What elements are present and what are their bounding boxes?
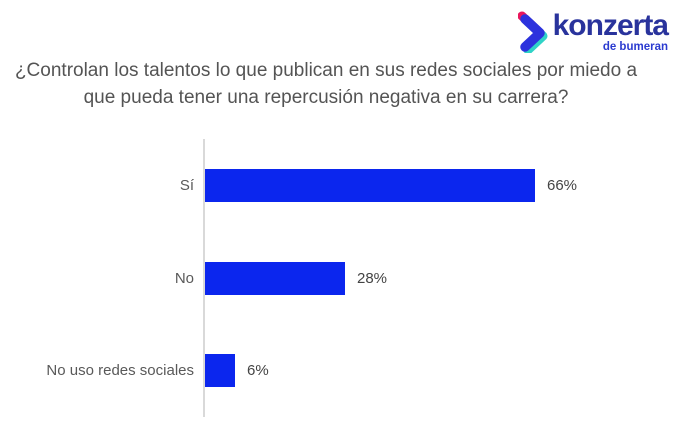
bar-chart: Sí 66% No 28% No uso redes sociales 6% bbox=[0, 139, 677, 418]
logo: konzerta de bumeran bbox=[517, 9, 669, 54]
brand-subtitle: de bumeran bbox=[602, 41, 668, 53]
logo-text: konzerta de bumeran bbox=[552, 9, 669, 54]
konzerta-chevron-icon bbox=[517, 11, 548, 53]
category-label: Sí bbox=[179, 176, 194, 194]
value-label: 28% bbox=[357, 269, 388, 287]
bar-track: 66% bbox=[203, 139, 677, 232]
chart-row: No 28% bbox=[0, 231, 677, 325]
bar bbox=[205, 168, 535, 202]
bar bbox=[205, 261, 345, 295]
bar-track: 28% bbox=[203, 231, 677, 325]
brand-wordmark: konzerta bbox=[552, 9, 669, 42]
value-label: 66% bbox=[547, 176, 578, 194]
bar bbox=[205, 354, 235, 388]
chart-row: Sí 66% bbox=[0, 139, 677, 232]
chart-row: No uso redes sociales 6% bbox=[0, 324, 677, 418]
value-label: 6% bbox=[247, 362, 269, 380]
bar-track: 6% bbox=[203, 324, 677, 418]
category-label: No uso redes sociales bbox=[46, 362, 194, 380]
chart-title: ¿Controlan los talentos lo que publican … bbox=[14, 60, 638, 108]
category-label: No bbox=[174, 269, 194, 287]
